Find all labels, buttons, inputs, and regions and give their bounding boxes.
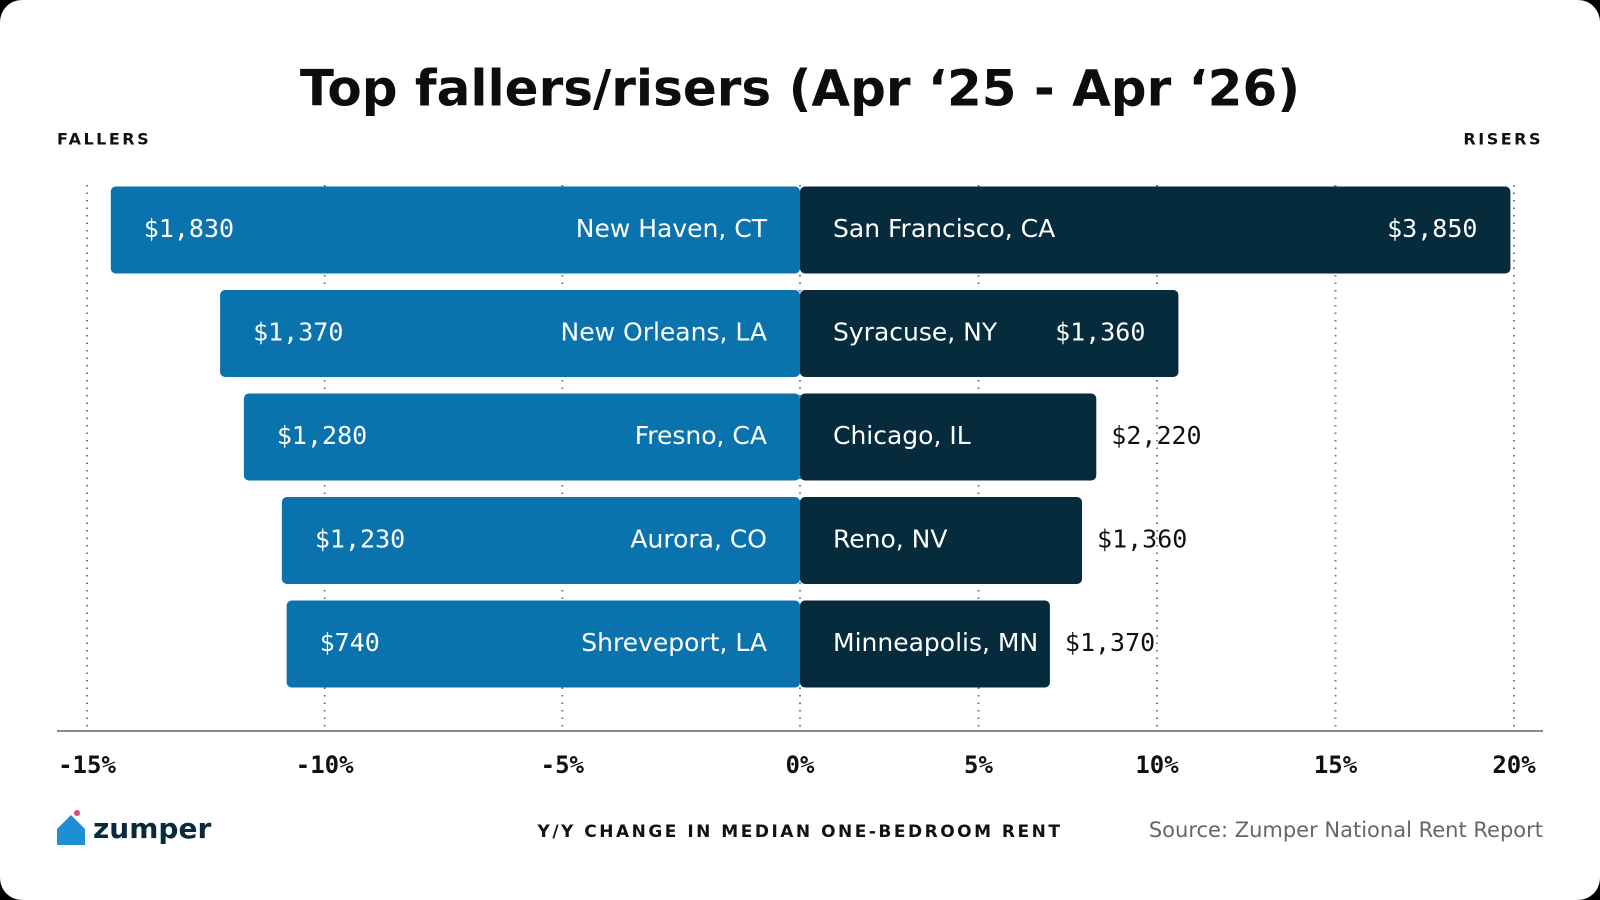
legend-fallers: FALLERS — [57, 130, 151, 149]
source: Source: Zumper National Rent Report — [1149, 818, 1543, 842]
logo: zumper — [57, 810, 211, 845]
rent-label: $1,830 — [144, 214, 234, 243]
bar — [800, 393, 1097, 481]
legend-risers: RISERS — [1463, 130, 1543, 149]
bar — [800, 186, 1511, 274]
chart-title: Top fallers/risers (Apr ‘25 - Apr ‘26) — [300, 60, 1300, 118]
x-axis-title: Y/Y CHANGE IN MEDIAN ONE-BEDROOM RENT — [537, 822, 1063, 842]
rent-label: $3,850 — [1387, 214, 1477, 243]
rent-label: $1,360 — [1097, 525, 1187, 554]
bar — [281, 497, 800, 584]
city-label: New Orleans, LA — [561, 318, 767, 347]
rent-label: $1,360 — [1055, 318, 1145, 347]
city-label: New Haven, CT — [576, 214, 768, 243]
bar — [800, 600, 1050, 688]
rent-label: $1,280 — [277, 421, 367, 450]
rent-label: $740 — [320, 628, 380, 657]
x-tick-label: 15% — [1314, 751, 1358, 779]
city-label: Aurora, CO — [630, 525, 767, 554]
bar — [110, 186, 801, 274]
city-label: San Francisco, CA — [833, 214, 1055, 243]
x-tick-label: -10% — [296, 751, 354, 779]
logo-heart — [74, 810, 80, 816]
bar — [286, 600, 800, 688]
grid — [86, 185, 1515, 729]
bar — [243, 393, 801, 481]
x-tick-label: -15% — [58, 751, 116, 779]
bar — [800, 497, 1083, 584]
x-tick-label: 10% — [1135, 751, 1179, 779]
city-label: Minneapolis, MN — [833, 628, 1038, 657]
rent-label: $1,230 — [315, 525, 405, 554]
city-label: Chicago, IL — [833, 421, 971, 450]
x-tick-label: 0% — [786, 751, 815, 779]
city-label: Fresno, CA — [635, 421, 767, 450]
bar — [800, 290, 1179, 377]
logo-icon — [57, 815, 85, 845]
city-label: Reno, NV — [833, 525, 947, 554]
city-label: Syracuse, NY — [833, 318, 998, 347]
rent-label: $1,370 — [253, 318, 343, 347]
rent-label: $2,220 — [1111, 421, 1201, 450]
x-tick-label: -5% — [541, 751, 585, 779]
rent-label: $1,370 — [1065, 628, 1155, 657]
bars: New Haven, CT $1,830 New Orleans, LA $1,370… — [110, 186, 1511, 688]
x-tick-label: 5% — [964, 751, 993, 779]
logo-text: zumper — [93, 812, 211, 845]
x-tick-label: 20% — [1492, 751, 1536, 779]
city-label: Shreveport, LA — [581, 628, 767, 657]
bar — [220, 290, 801, 377]
